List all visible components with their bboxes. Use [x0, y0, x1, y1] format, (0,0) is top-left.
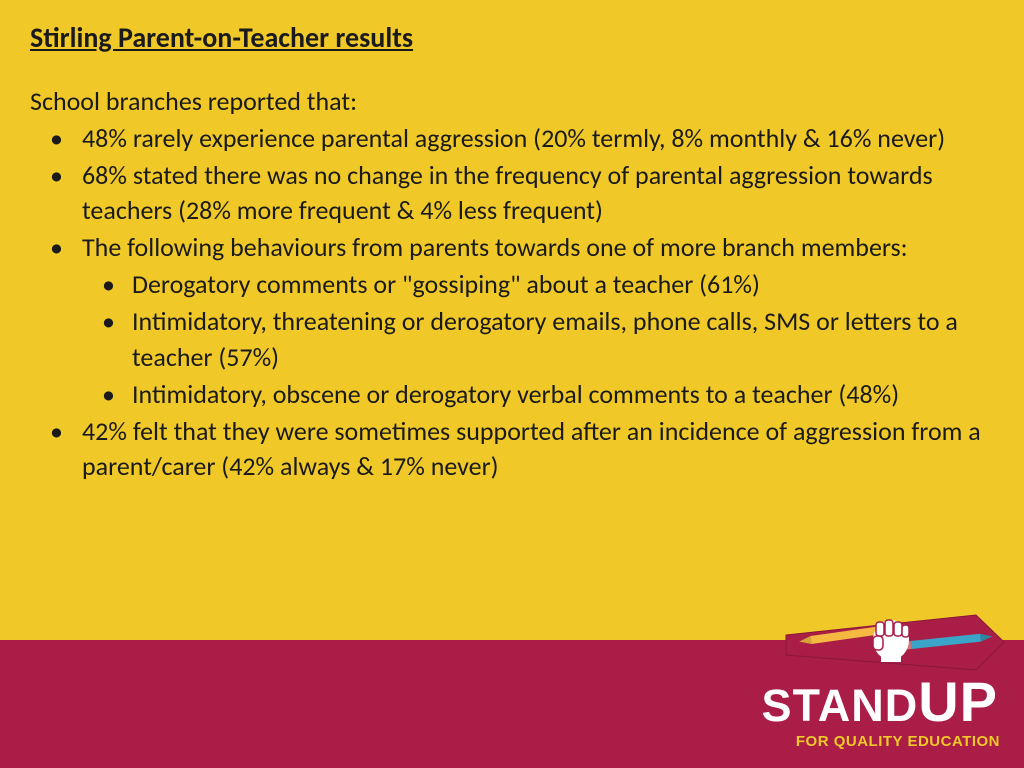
- main-bullet-list: 48% rarely experience parental aggressio…: [30, 121, 994, 484]
- logo-up: UP: [918, 670, 998, 733]
- list-item: 42% felt that they were sometimes suppor…: [30, 414, 994, 484]
- list-item: 68% stated there was no change in the fr…: [30, 158, 994, 228]
- slide: Stirling Parent-on-Teacher results Schoo…: [0, 0, 1024, 768]
- logo-subtitle: FOR QUALITY EDUCATION: [796, 733, 1000, 750]
- sub-bullet-list: Derogatory comments or "gossiping" about…: [82, 267, 994, 411]
- logo-main-text: STANDUP: [762, 674, 998, 730]
- content-area: Stirling Parent-on-Teacher results Schoo…: [0, 0, 1024, 484]
- list-item-label: The following behaviours from parents to…: [82, 231, 908, 263]
- list-item: The following behaviours from parents to…: [30, 230, 994, 411]
- intro-text: School branches reported that:: [30, 85, 994, 117]
- page-title: Stirling Parent-on-Teacher results: [30, 20, 994, 55]
- list-item: 48% rarely experience parental aggressio…: [30, 121, 994, 156]
- list-item: Intimidatory, threatening or derogatory …: [82, 304, 994, 374]
- list-item: Derogatory comments or "gossiping" about…: [82, 267, 994, 302]
- standup-logo: STANDUP FOR QUALITY EDUCATION: [726, 610, 1006, 760]
- logo-stand: STAND: [762, 680, 919, 731]
- list-item: Intimidatory, obscene or derogatory verb…: [82, 377, 994, 412]
